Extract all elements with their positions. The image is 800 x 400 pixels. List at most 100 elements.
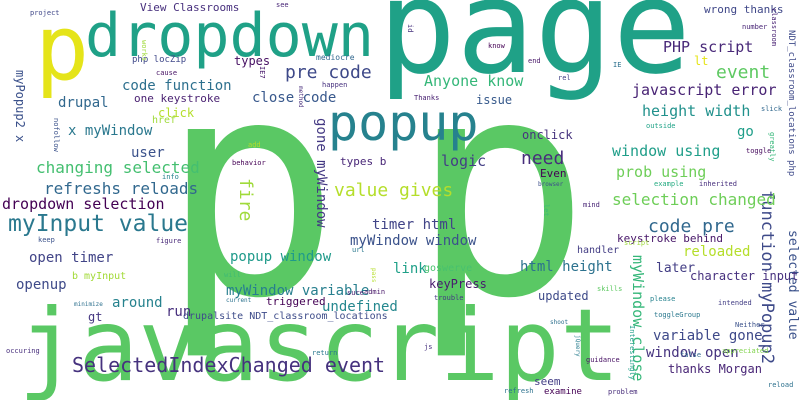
word: IE: [613, 61, 622, 69]
word: seem: [534, 375, 561, 388]
word: keystroke behind: [617, 232, 723, 245]
word: sure: [347, 289, 364, 297]
word: cause: [156, 69, 178, 77]
word: javascript error: [632, 81, 777, 99]
word: current: [226, 297, 252, 304]
word: problem: [608, 388, 638, 396]
word: go: [737, 124, 754, 140]
word: handler: [577, 245, 620, 256]
word: height width: [642, 102, 751, 120]
word: jQuery: [574, 335, 581, 357]
word: reloaded: [683, 244, 751, 260]
word: intended: [718, 299, 752, 307]
word: wrong thanks: [704, 3, 784, 16]
word: dropdown: [85, 1, 374, 71]
word: rel: [558, 74, 571, 82]
word: View Classrooms: [140, 1, 240, 14]
word: Interestingly: [628, 325, 636, 380]
word: Anyone know: [424, 72, 524, 90]
word: nofollow: [52, 118, 60, 152]
word: end: [528, 57, 541, 65]
word: javascript: [18, 287, 621, 400]
word: NDT_classroom_locations php: [786, 30, 796, 177]
word: window using: [612, 142, 721, 160]
word: will: [224, 271, 241, 279]
word: html height: [520, 259, 613, 275]
word: outside: [646, 122, 676, 130]
word: refresh: [504, 387, 534, 395]
word: minimize: [74, 301, 103, 308]
word: updated: [538, 289, 589, 303]
word: myWindow close: [629, 255, 647, 382]
word: link: [393, 261, 427, 277]
word: onclick: [522, 128, 573, 142]
word: PHP script: [663, 38, 754, 56]
word: shoot: [550, 319, 569, 326]
word: changing selected: [36, 158, 200, 177]
word: types b: [340, 155, 387, 168]
word: p: [410, 15, 591, 364]
word: close code: [252, 90, 337, 106]
word: greatly: [768, 132, 776, 162]
word: classroom: [770, 8, 778, 46]
word: around: [112, 295, 163, 311]
word: return: [312, 349, 338, 357]
word: please: [650, 295, 676, 303]
word: open timer: [29, 250, 114, 266]
word: later: [656, 261, 696, 276]
word: dropdown selection: [2, 195, 165, 213]
word: figure: [156, 237, 182, 245]
word: gt: [88, 310, 103, 324]
word: project: [30, 9, 60, 17]
word: value gives: [334, 180, 454, 201]
word: mediocre: [316, 53, 355, 62]
word: openup: [16, 277, 67, 293]
word: skills: [597, 285, 623, 293]
word: php locZip: [132, 55, 187, 65]
word: drupalsite NDT_classroom_locations: [183, 311, 388, 322]
word: b myInput: [72, 271, 127, 282]
word: happen: [322, 81, 348, 89]
word: trouble: [434, 294, 464, 302]
word: keep: [38, 236, 55, 244]
word: works: [140, 40, 148, 62]
word: method: [297, 86, 304, 108]
word: admin: [364, 288, 386, 296]
word: need: [521, 148, 565, 169]
word: see: [276, 1, 289, 9]
word: timer html: [372, 217, 457, 233]
word: example: [654, 180, 684, 188]
word: appreciated: [722, 347, 769, 355]
word: character input: [690, 269, 799, 283]
word: lt: [694, 54, 709, 68]
word: drupal: [58, 95, 109, 111]
word: let: [542, 204, 550, 217]
word: Neither: [735, 321, 765, 329]
word: fire: [235, 178, 256, 222]
word: mind: [583, 201, 600, 209]
word: p: [35, 0, 90, 101]
word: page: [378, 0, 692, 103]
word: myWindow window: [350, 233, 477, 249]
word: user: [131, 145, 165, 161]
word: undefined: [322, 299, 398, 315]
word: add: [248, 141, 261, 149]
word: code pre: [648, 216, 735, 237]
word: examine: [544, 387, 582, 397]
word: reload: [768, 381, 794, 389]
word: types: [234, 54, 271, 68]
word: gone myWindow: [313, 118, 329, 228]
word: info: [162, 173, 179, 181]
word: toggleGroup: [654, 311, 701, 319]
word: browser: [538, 181, 564, 188]
word: myWindow variable: [226, 283, 370, 299]
word: myPopup2 x: [13, 70, 27, 143]
word: x myWindow: [68, 123, 153, 139]
word: refreshs reloads: [44, 179, 199, 198]
word: script: [624, 239, 650, 247]
word: toggle: [746, 147, 772, 155]
word: goswerve: [424, 263, 473, 274]
word: occuring: [6, 347, 40, 355]
word: number: [742, 23, 768, 31]
word: guidance: [586, 356, 620, 364]
